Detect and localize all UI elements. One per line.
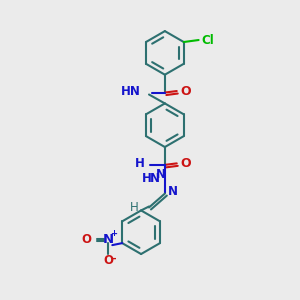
Text: -: - — [111, 254, 116, 264]
Text: H: H — [135, 158, 145, 170]
Text: N: N — [156, 168, 166, 181]
Text: N: N — [168, 185, 178, 198]
Text: HN: HN — [121, 85, 141, 98]
Text: H: H — [142, 172, 152, 185]
Text: +: + — [110, 229, 117, 238]
Text: O: O — [181, 85, 191, 98]
Text: O: O — [103, 254, 113, 268]
Text: N: N — [103, 233, 114, 246]
Text: N: N — [150, 172, 160, 185]
Text: O: O — [82, 233, 92, 246]
Text: Cl: Cl — [202, 34, 214, 46]
Text: H: H — [130, 201, 139, 214]
Text: O: O — [181, 157, 191, 170]
